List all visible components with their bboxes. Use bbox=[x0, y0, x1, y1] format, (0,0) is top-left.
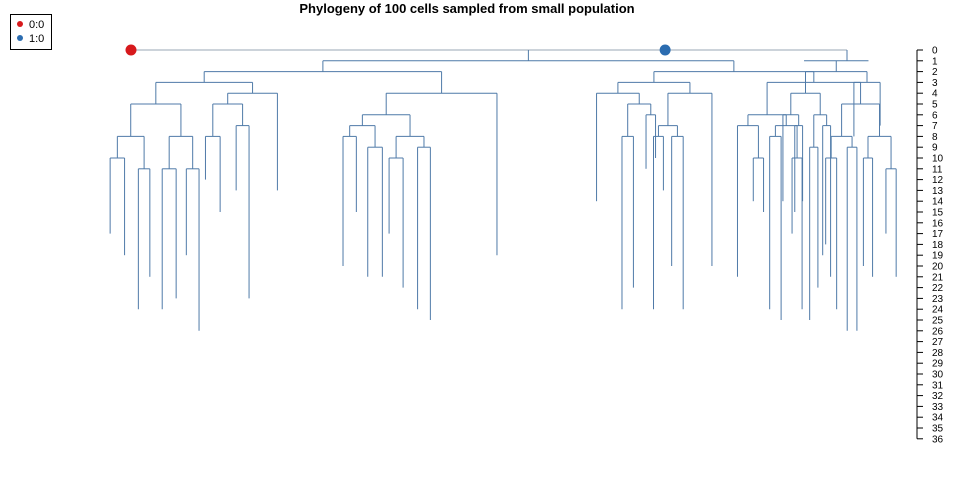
y-tick-label: 32 bbox=[932, 391, 944, 402]
y-tick-label: 1 bbox=[932, 56, 938, 67]
y-tick-label: 30 bbox=[932, 370, 944, 381]
y-tick-label: 22 bbox=[932, 283, 944, 294]
y-tick-label: 25 bbox=[932, 316, 944, 327]
y-tick-label: 17 bbox=[932, 229, 944, 240]
y-tick-label: 36 bbox=[932, 434, 944, 445]
y-tick-label: 8 bbox=[932, 132, 938, 143]
y-tick-label: 29 bbox=[932, 359, 944, 370]
y-tick-label: 3 bbox=[932, 78, 938, 89]
y-tick-label: 10 bbox=[932, 154, 944, 165]
y-tick-label: 0 bbox=[932, 46, 938, 57]
marker-0-0 bbox=[125, 44, 137, 56]
y-tick-label: 26 bbox=[932, 326, 944, 337]
marker-1-0 bbox=[659, 44, 671, 56]
y-tick-label: 23 bbox=[932, 294, 944, 305]
y-tick-label: 19 bbox=[932, 251, 944, 262]
chart-title: Phylogeny of 100 cells sampled from smal… bbox=[299, 1, 635, 16]
y-tick-label: 9 bbox=[932, 143, 938, 154]
legend-label: 1:0 bbox=[29, 33, 45, 45]
y-tick-label: 33 bbox=[932, 402, 944, 413]
y-tick-label: 2 bbox=[932, 67, 938, 78]
y-tick-label: 27 bbox=[932, 337, 944, 348]
y-tick-label: 14 bbox=[932, 197, 944, 208]
y-tick-label: 7 bbox=[932, 121, 938, 132]
legend-dot-icon bbox=[17, 21, 23, 27]
y-tick-label: 20 bbox=[932, 262, 944, 273]
y-tick-label: 24 bbox=[932, 305, 944, 316]
y-tick-label: 6 bbox=[932, 110, 938, 121]
y-tick-label: 4 bbox=[932, 89, 938, 100]
y-tick-label: 13 bbox=[932, 186, 944, 197]
y-tick-label: 28 bbox=[932, 348, 944, 359]
y-tick-label: 31 bbox=[932, 380, 944, 391]
legend: 0:0 1:0 bbox=[10, 14, 52, 50]
legend-label: 0:0 bbox=[29, 19, 45, 31]
legend-item-0: 0:0 bbox=[17, 19, 44, 31]
y-tick-label: 16 bbox=[932, 218, 944, 229]
y-tick-label: 12 bbox=[932, 175, 944, 186]
y-tick-label: 35 bbox=[932, 424, 944, 435]
legend-item-1: 1:0 bbox=[17, 33, 44, 45]
y-tick-label: 18 bbox=[932, 240, 944, 251]
y-tick-label: 11 bbox=[932, 164, 943, 175]
legend-dot-icon bbox=[17, 35, 23, 41]
y-tick-label: 21 bbox=[932, 272, 944, 283]
y-tick-label: 5 bbox=[932, 100, 938, 111]
y-tick-label: 15 bbox=[932, 208, 944, 219]
y-tick-label: 34 bbox=[932, 413, 944, 424]
